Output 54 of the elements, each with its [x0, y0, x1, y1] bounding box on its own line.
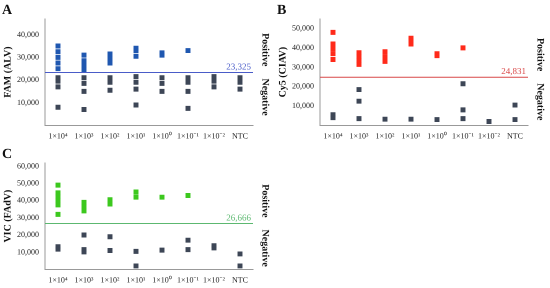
x-tick-label: 1×10⁻¹: [177, 131, 200, 140]
y-tick-label: 50,000: [17, 178, 39, 188]
y-tick-label: 10,000: [292, 101, 314, 110]
x-tick-label: 1×10⁴: [323, 131, 343, 140]
y-tick-label: 50,000: [292, 24, 314, 33]
y-tick-label: 10,000: [17, 98, 39, 107]
chart-title: A: [2, 3, 13, 18]
x-tick-label: 1×10⁻²: [478, 131, 501, 140]
y-axis-title: VIC (FAdV): [2, 190, 14, 243]
x-tick-label: 1×10¹: [402, 131, 422, 140]
x-tick-label: 1×10⁻¹: [177, 275, 200, 284]
y-tick-label: 30,000: [17, 212, 39, 222]
x-tick-label: 1×10⁴: [48, 275, 68, 284]
x-tick-label: 1×10⁻²: [203, 131, 226, 140]
x-tick-label: 1×10⁻²: [203, 275, 226, 284]
x-tick-label: 1×10⁰: [152, 275, 172, 284]
text: Negative: [534, 83, 546, 122]
x-tick-label: 1×10⁻¹: [452, 131, 475, 140]
text: Positive: [534, 38, 546, 72]
x-tick-label: 1×10³: [350, 131, 370, 140]
x-tick-label: 1×10²: [100, 131, 120, 140]
chart-title: B: [277, 3, 286, 18]
x-tick-label: 1×10³: [74, 131, 94, 140]
text: Negative: [259, 78, 270, 116]
x-tick-label: 1×10⁴: [48, 131, 68, 140]
y-tick-label: 10,000: [17, 247, 39, 256]
y-tick-label: 60,000: [17, 161, 39, 170]
ref-line-label: 23,325: [226, 61, 252, 72]
x-tick-label: 1×10¹: [126, 131, 146, 140]
x-tick-label: 1×10⁰: [427, 131, 447, 140]
x-tick-label: NTC: [232, 275, 248, 284]
y-axis-title: FAM (ALV): [2, 46, 14, 98]
x-tick-label: 1×10¹: [126, 275, 146, 284]
text: Positive: [259, 184, 270, 218]
x-tick-label: 1×10²: [100, 275, 120, 284]
text: Negative: [259, 230, 270, 268]
x-tick-label: 1×10³: [74, 275, 94, 284]
y-tick-label: 20,000: [17, 75, 39, 84]
x-tick-label: 1×10⁰: [152, 131, 172, 140]
chart-title: C: [2, 147, 12, 162]
x-tick-label: NTC: [507, 131, 523, 140]
x-tick-label: NTC: [232, 131, 248, 140]
y-axis-title: Cy5 (CIAV): [278, 46, 289, 98]
y-tick-label: 40,000: [17, 30, 39, 39]
y-tick-label: 40,000: [17, 196, 39, 205]
y-tick-label: 30,000: [292, 62, 314, 72]
y-tick-label: 20,000: [292, 82, 314, 91]
y-tick-label: 20,000: [17, 230, 39, 240]
text: Positive: [259, 33, 270, 68]
ref-line-label: 24,831: [501, 66, 526, 76]
ref-line-label: 26,666: [226, 212, 252, 222]
y-tick-label: 30,000: [17, 52, 39, 62]
x-tick-label: 1×10²: [376, 131, 396, 140]
y-tick-label: 40,000: [292, 42, 314, 52]
